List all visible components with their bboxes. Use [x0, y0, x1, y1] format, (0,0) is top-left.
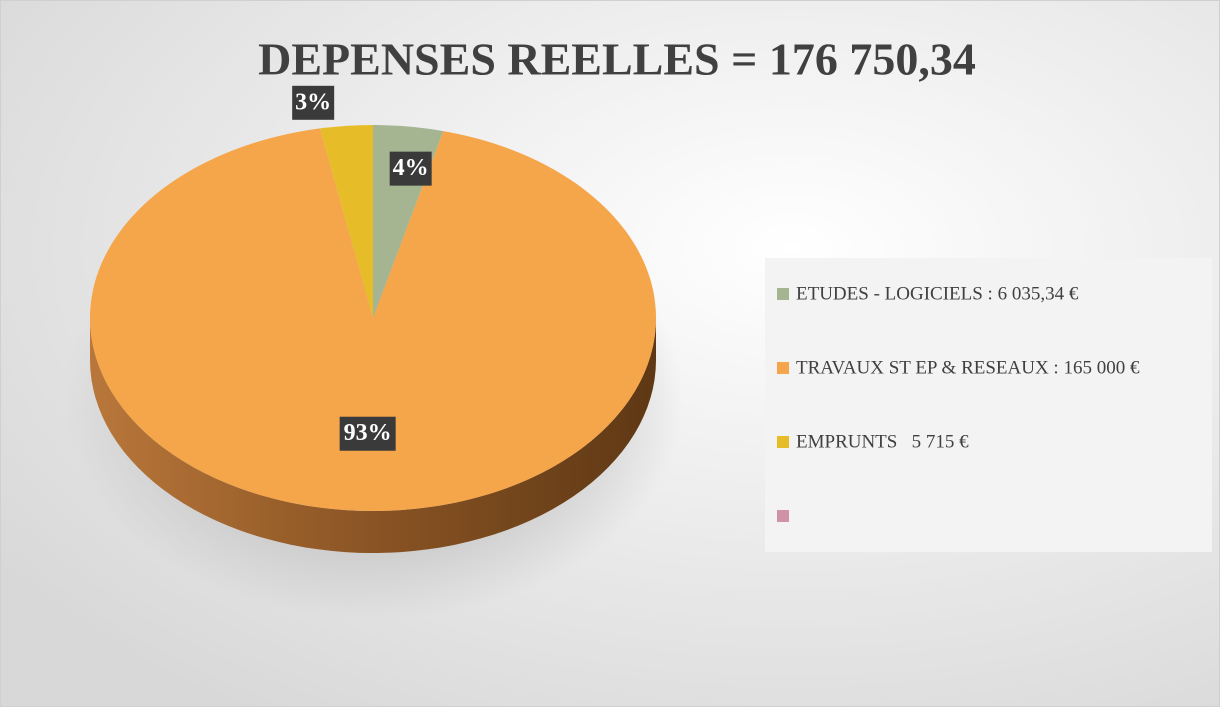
slice — [319, 125, 373, 318]
data-label-box — [292, 85, 335, 120]
legend-label: EMPRUNTS 5 715 € — [796, 431, 969, 452]
data-label: 93% — [344, 420, 392, 446]
chart-title: DEPENSES REELLES = 176 750,34 — [258, 34, 976, 85]
legend-swatch — [777, 436, 789, 448]
data-label: 4% — [393, 155, 429, 181]
data-label-box — [389, 151, 432, 186]
legend-swatch — [777, 362, 789, 374]
legend-swatch — [777, 288, 789, 300]
slice-side — [90, 318, 656, 553]
legend-label: TRAVAUX ST EP & RESEAUX : 165 000 € — [796, 357, 1140, 378]
legend-swatch — [777, 510, 789, 522]
slice — [90, 128, 657, 511]
legend-label: ETUDES - LOGICIELS : 6 035,34 € — [796, 283, 1079, 304]
legend — [765, 258, 1212, 552]
data-label-box — [339, 416, 396, 451]
data-label: 3% — [295, 89, 331, 115]
